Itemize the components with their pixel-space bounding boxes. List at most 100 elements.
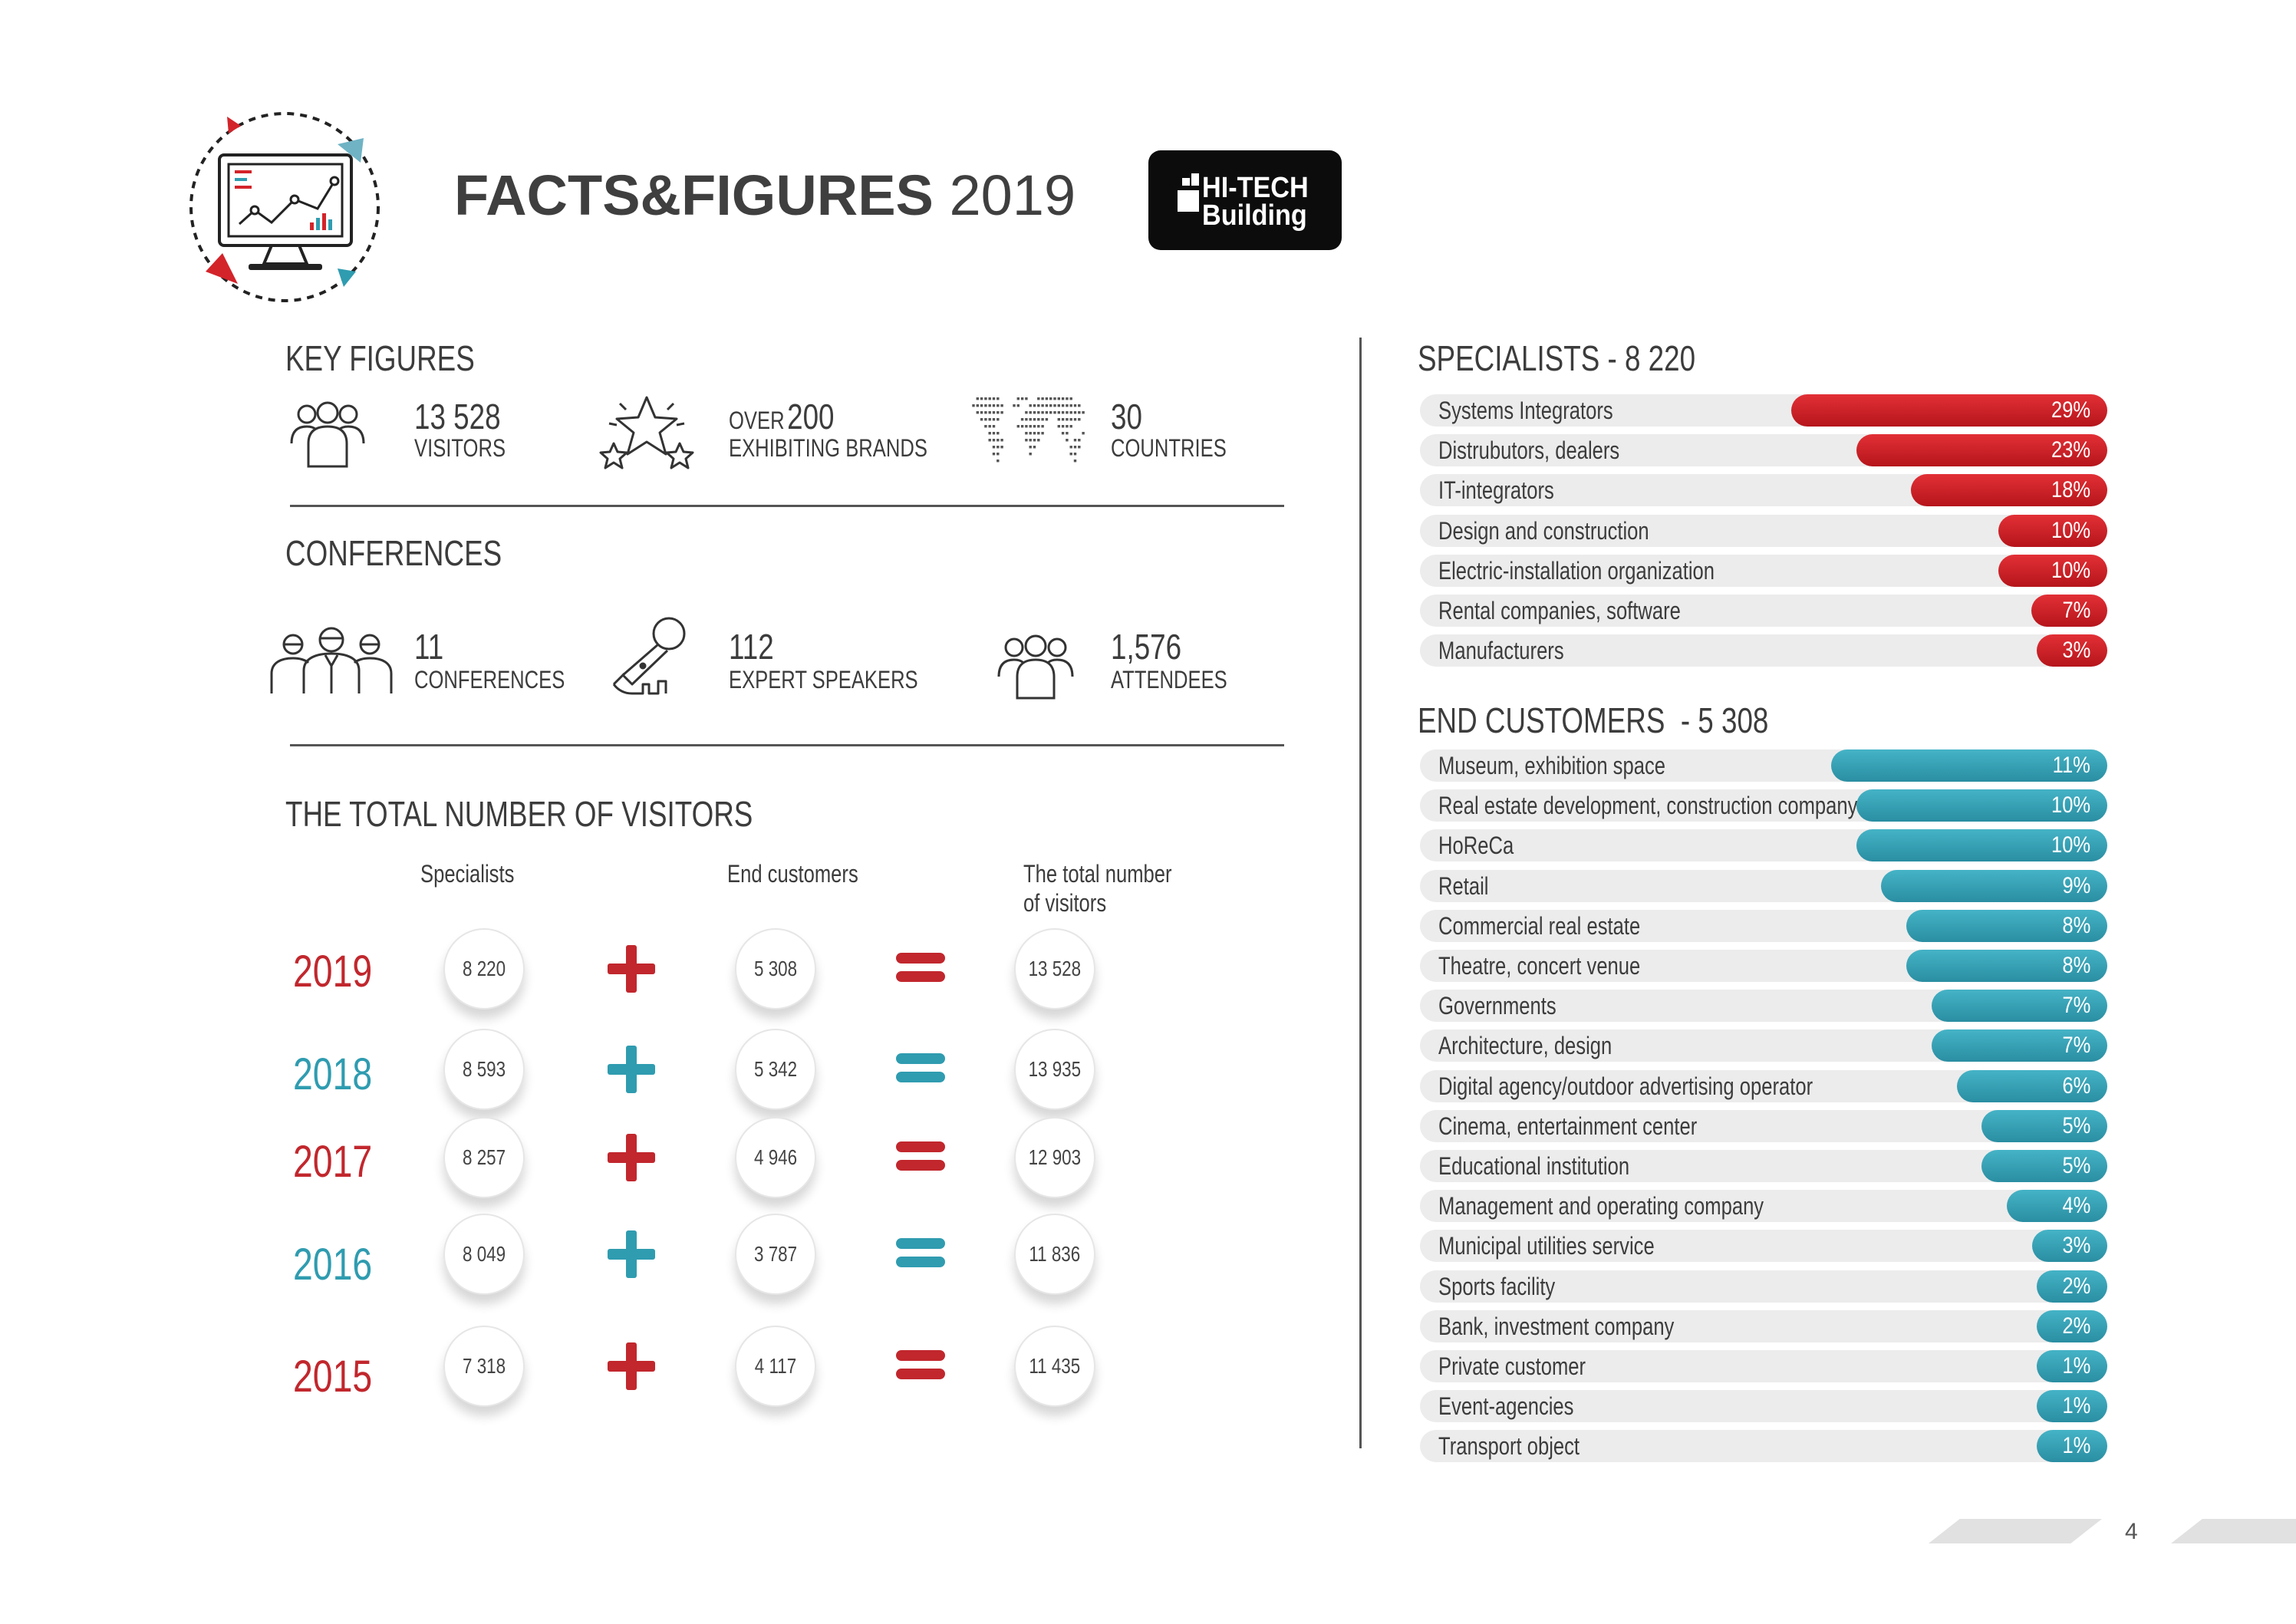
bar-percent: 8% [2062, 953, 2090, 978]
specialists-count: 8 257 [443, 1117, 525, 1198]
bar-percent: 1% [2062, 1353, 2090, 1379]
bar-percent: 6% [2062, 1072, 2090, 1099]
total-count: 12 903 [1014, 1117, 1095, 1198]
bar-fill [1881, 869, 2107, 902]
bar-fill [1998, 514, 2107, 547]
footer-stripe-left [1929, 1519, 2102, 1543]
bar-label: Cinema, entertainment center [1438, 1112, 1698, 1140]
specialists-bar-row: Electric-installation organization 10% [1420, 554, 2107, 587]
vertical-divider [1359, 338, 1362, 1448]
bar-fill [2037, 1270, 2107, 1303]
bar-label: Museum, exhibition space [1438, 752, 1665, 779]
bar-percent: 9% [2062, 872, 2090, 898]
end_customers-bar-row: Digital agency/outdoor advertising opera… [1420, 1069, 2107, 1102]
bar-label: Manufacturers [1438, 637, 1564, 665]
microphone-icon [608, 614, 693, 698]
end-customers-count: 3 787 [735, 1214, 816, 1295]
end_customers-bar-row: Retail 9% [1420, 869, 2107, 902]
plus-icon [608, 1046, 655, 1093]
bar-percent: 1% [2062, 1433, 2090, 1459]
speakers-label: EXPERT SPEAKERS [729, 666, 918, 693]
end-customers-count: 5 342 [735, 1029, 816, 1110]
specialists-bar-row: Design and construction 10% [1420, 514, 2107, 547]
footer-stripe-right [2171, 1519, 2296, 1543]
bar-fill [2037, 1390, 2107, 1423]
end_customers-bar-row: Sports facility 2% [1420, 1270, 2107, 1303]
specialists-count: 8 049 [443, 1214, 525, 1295]
specialists-bar-row: Systems Integrators 29% [1420, 394, 2107, 427]
equals-icon [896, 953, 945, 983]
end_customers-bar-row: Transport object 1% [1420, 1430, 2107, 1463]
bar-label: Design and construction [1438, 516, 1649, 545]
attendees-value: 1,576 [1111, 627, 1182, 667]
brands-label: EXHIBITING BRANDS [729, 434, 927, 462]
bar-label: Transport object [1438, 1432, 1580, 1461]
specialists-bar-row: Rental companies, software 7% [1420, 595, 2107, 627]
total-count: 11 836 [1014, 1214, 1095, 1295]
equals-icon [896, 1053, 945, 1084]
col-end-customers-header: End customers [727, 860, 858, 888]
end_customers-bar-row: Municipal utilities service 3% [1420, 1230, 2107, 1263]
plus-icon [608, 1342, 655, 1390]
bar-fill [2031, 595, 2107, 627]
end_customers-bar-row: Real estate development, construction co… [1420, 789, 2107, 822]
total-count: 13 528 [1014, 928, 1095, 1010]
end-customers-count: 4 117 [735, 1326, 816, 1407]
equals-icon [896, 1350, 945, 1381]
specialists-bar-row: IT-integrators 18% [1420, 474, 2107, 507]
visitors-icon [287, 399, 368, 468]
end_customers-bar-row: Cinema, entertainment center 5% [1420, 1109, 2107, 1142]
bar-fill [1931, 1029, 2107, 1062]
bar-label: Architecture, design [1438, 1032, 1612, 1060]
visitors-label: VISITORS [414, 434, 506, 462]
page-title: FACTS&FIGURES 2019 [454, 163, 1076, 227]
bar-percent: 3% [2062, 637, 2090, 664]
bar-fill [2037, 1309, 2107, 1342]
visitors-value: 13 528 [414, 397, 501, 436]
bar-label: Retail [1438, 871, 1489, 900]
year-label: 2016 [293, 1240, 373, 1290]
col-specialists-header: Specialists [420, 860, 515, 888]
plus-icon [608, 1134, 655, 1181]
specialists-count: 8 593 [443, 1029, 525, 1110]
bar-fill [2007, 1190, 2107, 1223]
bar-label: Electric-installation organization [1438, 556, 1715, 585]
hitech-building-logo: HI-TECH Building [1148, 150, 1342, 250]
countries-label: COUNTRIES [1111, 434, 1227, 462]
end_customers-bar-row: HoReCa 10% [1420, 829, 2107, 862]
bar-percent: 18% [2051, 477, 2090, 503]
world-map-icon [968, 397, 1091, 468]
bar-label: Commercial real estate [1438, 911, 1641, 940]
bar-fill [1856, 434, 2107, 467]
bar-label: Management and operating company [1438, 1192, 1764, 1220]
conferences-value: 11 [414, 627, 444, 667]
bar-percent: 5% [2062, 1153, 2090, 1178]
bar-percent: 8% [2062, 912, 2090, 938]
bar-fill [1981, 1109, 2107, 1142]
bar-percent: 23% [2051, 437, 2090, 463]
analytics-monitor-icon [187, 107, 387, 307]
end_customers-bar-row: Commercial real estate 8% [1420, 909, 2107, 942]
bar-percent: 11% [2052, 753, 2090, 778]
bar-percent: 2% [2062, 1313, 2090, 1339]
bar-percent: 1% [2062, 1393, 2090, 1419]
year-label: 2019 [293, 947, 373, 996]
end_customers-bar-row: Museum, exhibition space 11% [1420, 749, 2107, 782]
countries-value: 30 [1111, 397, 1142, 436]
divider-1 [290, 505, 1284, 507]
bar-fill [1856, 789, 2107, 822]
bar-label: Theatre, concert venue [1438, 952, 1641, 980]
bar-label: Bank, investment company [1438, 1312, 1675, 1340]
bar-fill [1906, 950, 2107, 982]
bar-label: Municipal utilities service [1438, 1232, 1655, 1260]
bar-fill [2037, 634, 2107, 667]
speakers-value: 112 [729, 627, 774, 667]
bar-percent: 2% [2062, 1273, 2090, 1299]
end_customers-bar-row: Educational institution 5% [1420, 1150, 2107, 1182]
bar-percent: 10% [2051, 557, 2090, 583]
year-label: 2017 [293, 1137, 373, 1187]
equals-icon [896, 1141, 945, 1172]
bar-fill [1831, 749, 2107, 782]
bar-label: IT-integrators [1438, 476, 1554, 505]
bar-label: Digital agency/outdoor advertising opera… [1438, 1072, 1813, 1100]
